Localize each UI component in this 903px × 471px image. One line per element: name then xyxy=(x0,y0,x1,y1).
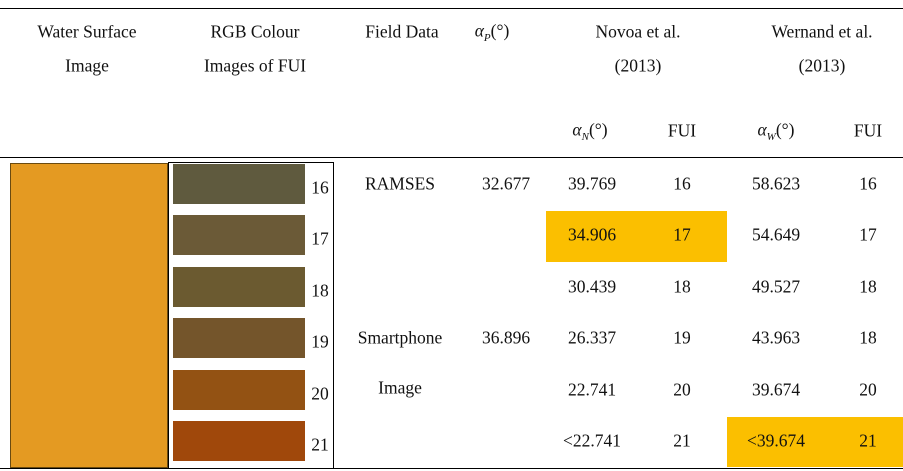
header-alpha-w: αW(°) xyxy=(757,119,794,143)
header-rgb: Images of FUI xyxy=(203,55,307,76)
fui-colour-panel xyxy=(168,162,334,469)
novoa-fui: 17 xyxy=(673,224,691,245)
header-rgb: RGB Colour xyxy=(210,21,300,42)
header-field: Field Data xyxy=(365,21,439,42)
novoa-fui: 21 xyxy=(673,430,691,451)
swatch-label: 17 xyxy=(311,228,329,249)
field-data: Smartphone xyxy=(357,327,443,348)
alpha-p: 32.677 xyxy=(481,173,531,194)
swatch-label: 21 xyxy=(311,434,329,455)
novoa-alpha: 30.439 xyxy=(567,276,617,297)
fui-swatch xyxy=(173,318,305,359)
wernand-fui: 20 xyxy=(859,379,877,400)
novoa-fui: 16 xyxy=(673,173,691,194)
fui-swatch xyxy=(173,215,305,256)
header-rule xyxy=(0,157,903,158)
highlight xyxy=(727,416,903,467)
fui-swatch xyxy=(173,421,305,462)
novoa-alpha: <22.741 xyxy=(563,430,621,451)
novoa-alpha: 26.337 xyxy=(567,327,617,348)
symbol-symbol: α xyxy=(757,119,767,140)
header-alpha-n: αN(°) xyxy=(572,119,607,143)
bottom-rule xyxy=(0,468,903,469)
wernand-alpha: 43.963 xyxy=(751,327,801,348)
novoa-fui: 18 xyxy=(673,276,691,297)
header-wernand: (2013) xyxy=(798,55,846,76)
water-surface-image xyxy=(10,163,168,468)
novoa-fui: 19 xyxy=(673,327,691,348)
highlight xyxy=(546,210,727,262)
novoa-fui: 20 xyxy=(673,379,691,400)
fui-swatch xyxy=(173,369,305,410)
wernand-fui: 18 xyxy=(859,276,877,297)
wernand-alpha: <39.674 xyxy=(747,430,805,451)
swatch-label: 20 xyxy=(311,383,329,404)
wernand-alpha: 49.527 xyxy=(751,276,801,297)
swatch-label: 16 xyxy=(311,177,329,198)
swatch-label: 18 xyxy=(311,280,329,301)
fui-swatch xyxy=(173,163,305,204)
swatch-label: 19 xyxy=(311,331,329,352)
header-novoa: Novoa et al. xyxy=(595,21,681,42)
symbol-sub: N xyxy=(581,130,589,143)
novoa-alpha: 22.741 xyxy=(567,379,617,400)
wernand-alpha: 58.623 xyxy=(751,173,801,194)
header-fui-w: FUI xyxy=(853,120,883,141)
symbol-symbol: α xyxy=(572,119,582,140)
novoa-alpha: 39.769 xyxy=(567,173,617,194)
header-fui-n: FUI xyxy=(667,120,697,141)
header-novoa: (2013) xyxy=(614,55,662,76)
symbol-unit: (°) xyxy=(490,20,510,41)
wernand-fui: 17 xyxy=(859,224,877,245)
novoa-alpha: 34.906 xyxy=(567,224,617,245)
fui-swatch xyxy=(173,266,305,307)
wernand-fui: 18 xyxy=(859,327,877,348)
wernand-fui: 16 xyxy=(859,173,877,194)
top-rule xyxy=(0,8,903,9)
symbol-unit: (°) xyxy=(775,119,795,140)
field-data: Image xyxy=(378,377,422,398)
symbol-sub: W xyxy=(766,130,776,143)
header-alpha-p: αP(°) xyxy=(475,20,510,44)
wernand-alpha: 54.649 xyxy=(751,224,801,245)
header-water: Water Surface xyxy=(37,21,137,42)
field-data: RAMSES xyxy=(364,173,436,194)
alpha-p: 36.896 xyxy=(481,327,531,348)
header-water: Image xyxy=(65,55,109,76)
symbol-sub: P xyxy=(483,31,491,44)
symbol-unit: (°) xyxy=(588,119,608,140)
header-wernand: Wernand et al. xyxy=(771,21,873,42)
symbol-symbol: α xyxy=(474,20,484,41)
wernand-fui: 21 xyxy=(859,430,877,451)
wernand-alpha: 39.674 xyxy=(751,379,801,400)
